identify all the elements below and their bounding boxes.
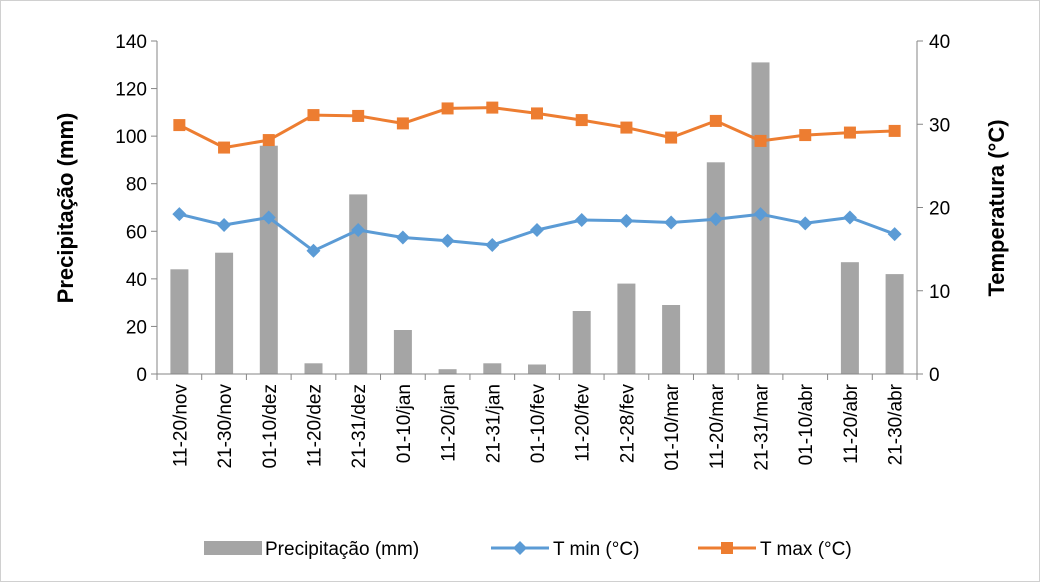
x-tick-label-21-31/mar: 21-31/mar [752,383,773,470]
point-max-11-20/fev [575,114,588,127]
point-max-21-30/abr [888,124,901,137]
y-tick-label-100: 100 [115,127,147,148]
bar-01-10/jan [393,330,412,374]
x-tick-label-21-30/abr: 21-30/abr [886,383,907,465]
bar-01-10/mar [662,305,681,374]
x-tick-label-01-10/abr: 01-10/abr [796,383,817,465]
bar-21-31/jan [483,363,502,374]
x-tick-label-11-20/dez: 11-20/dez [304,384,325,467]
point-max-01-10/abr [799,129,812,142]
x-tick-label-11-20/fev: 11-20/fev [573,384,594,462]
x-tick-label-01-10/jan: 01-10/jan [394,384,415,463]
legend-label-tmax: T max (°C) [760,539,852,560]
point-min-11-20/jan [440,233,455,248]
y2-tick-label-40: 40 [929,32,950,53]
axes [151,40,923,380]
point-max-11-20/abr [843,126,856,139]
tick-labels: 0 20 40 60 80 100 120 140 0 10 20 30 40 11-20/nov 21-3… [115,32,950,471]
y-tick-label-40: 40 [126,270,147,291]
x-tick-label-01-10/mar: 01-10/mar [662,383,683,470]
bar-11-20/jan [438,369,457,374]
point-min-11-20/abr [842,210,857,225]
point-min-11-20/nov [172,207,187,222]
bar-11-20/dez [304,363,323,374]
x-tick-label-21-31/jan: 21-31/jan [483,384,504,463]
point-min-21-28/fev [619,213,634,228]
y-tick-label-140: 140 [115,32,147,53]
legend-marker-tmin [513,541,527,555]
y2-tick-label-30: 30 [929,115,950,136]
bar-21-30/abr [885,274,904,374]
legend-label-tmin: T min (°C) [553,539,639,560]
bar-01-10/dez [259,145,278,374]
point-max-01-10/dez [262,134,275,147]
legend-marker-tmax [721,542,733,554]
bar-21-30/nov [215,252,234,374]
bar-11-20/nov [170,269,189,374]
point-min-21-31/jan [485,237,500,252]
y-tick-label-120: 120 [115,80,147,101]
point-min-01-10/jan [395,230,410,245]
point-min-11-20/dez [306,243,321,258]
x-tick-label-11-20/jan: 11-20/jan [439,384,460,462]
point-max-11-20/jan [441,102,454,115]
y-tick-label-60: 60 [126,222,147,243]
x-tick-label-11-20/abr: 11-20/abr [841,383,862,464]
legend: Precipitação (mm) T min (°C) T max (°C) [204,539,852,560]
y2-tick-label-0: 0 [929,365,940,386]
point-max-21-31/jan [486,101,499,114]
point-min-21-30/nov [217,217,232,232]
y2-tick-label-10: 10 [929,282,950,303]
legend-swatch-precipitation [204,541,262,555]
point-min-11-20/mar [708,212,723,227]
y2-tick-label-20: 20 [929,199,950,220]
x-tick-label-21-28/fev: 21-28/fev [617,384,638,464]
x-tick-label-11-20/mar: 11-20/mar [707,383,728,469]
point-min-21-31/dez [351,222,366,237]
point-min-01-10/abr [798,216,813,231]
bar-11-20/mar [706,162,725,374]
y-tick-label-0: 0 [136,365,147,386]
point-max-11-20/dez [307,109,320,122]
point-min-11-20/fev [574,212,589,227]
temperature-lines [172,101,902,258]
y2-axis-title: Temperatura (°C) [984,119,1009,296]
x-tick-label-21-30/nov: 21-30/nov [215,384,236,469]
point-max-01-10/jan [396,117,409,130]
bar-11-20/fev [572,311,591,374]
point-min-01-10/mar [664,215,679,230]
point-max-21-31/mar [754,134,767,147]
y-tick-label-20: 20 [126,317,147,338]
y-axis-title: Precipitação (mm) [53,113,78,304]
x-tick-label-21-31/dez: 21-31/dez [349,384,370,469]
point-max-01-10/fev [531,107,543,120]
legend-label-precipitation: Precipitação (mm) [265,539,419,560]
point-min-01-10/dez [261,210,276,225]
bar-21-31/dez [349,194,368,374]
point-max-11-20/nov [173,119,186,132]
bar-21-28/fev [617,283,636,374]
point-max-01-10/mar [665,131,678,144]
x-tick-label-01-10/dez: 01-10/dez [260,384,281,469]
point-min-21-31/mar [753,207,768,222]
point-min-01-10/fev [530,222,544,237]
point-max-21-30/nov [218,141,231,154]
y-tick-label-80: 80 [126,175,147,196]
point-min-21-30/abr [887,227,902,242]
x-tick-label-01-10/fev: 01-10/fev [528,384,549,464]
bar-01-10/fev [528,364,546,374]
point-max-11-20/mar [709,114,722,127]
x-tick-label-11-20/nov: 11-20/nov [170,384,191,468]
point-max-21-31/dez [352,109,365,122]
bar-11-20/abr [840,262,859,374]
point-max-21-28/fev [620,121,633,134]
